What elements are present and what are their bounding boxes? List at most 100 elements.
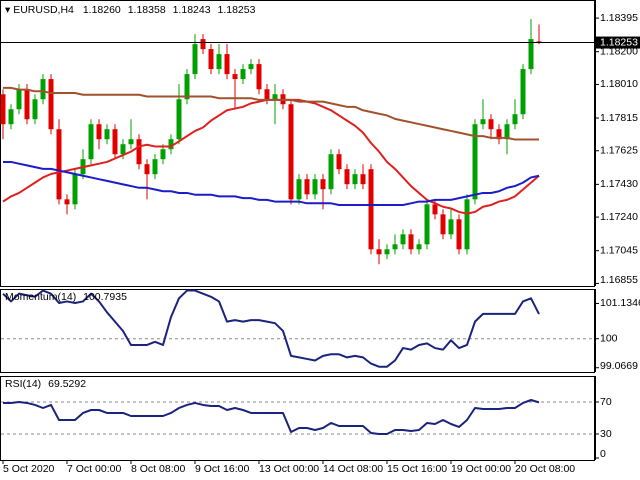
indicator-line (2, 289, 540, 368)
candle-body (296, 179, 302, 200)
momentum-header: Momentum(14) 100.7935 (5, 291, 127, 303)
y-tick-label: 1.17815 (600, 112, 638, 124)
candle-body (288, 104, 294, 200)
candle-body (176, 99, 182, 140)
candle-body (336, 154, 342, 170)
candle-body (128, 139, 134, 145)
candle-body (304, 179, 310, 195)
indicator-value: 100.7935 (83, 291, 127, 303)
candle-body (408, 234, 414, 250)
candle-body (536, 41, 542, 43)
candle-body (240, 69, 246, 80)
candle-body (168, 139, 174, 150)
candle-body (328, 154, 334, 190)
rsi-header: RSI(14) 69.5292 (5, 378, 86, 390)
candle-body (24, 89, 30, 120)
candle-body (88, 124, 94, 160)
candle-body (0, 94, 6, 125)
candle-body (272, 94, 278, 100)
candle-body (528, 39, 534, 70)
y-tick-label: 30 (600, 428, 612, 440)
candle-body (496, 129, 502, 140)
close-label: 1.18253 (217, 4, 255, 16)
candle-body (440, 214, 446, 235)
candle-body (72, 174, 78, 205)
candle-body (16, 89, 22, 110)
current-price-label: 1.18253 (600, 36, 638, 48)
y-tick-label: 1.18010 (600, 78, 638, 90)
indicator-line (3, 399, 540, 435)
candle-body (368, 169, 374, 250)
candle-body (8, 109, 14, 125)
candle-body (64, 199, 70, 205)
y-tick-label: 1.17430 (600, 178, 638, 190)
y-tick-label: 101.1346 (600, 297, 640, 309)
candle-body (256, 64, 262, 90)
x-tick-label: 5 Oct 2020 (3, 463, 55, 475)
y-tick-label: 1.18395 (600, 12, 638, 24)
x-tick-label: 8 Oct 08:00 (131, 463, 185, 475)
x-tick-label: 14 Oct 08:00 (323, 463, 383, 475)
candle-body (120, 144, 126, 155)
y-tick-label: 70 (600, 396, 612, 408)
indicator-line (3, 86, 539, 141)
candle-body (312, 179, 318, 195)
x-tick-label: 7 Oct 00:00 (67, 463, 121, 475)
candle-body (96, 124, 102, 140)
low-label: 1.18243 (173, 4, 211, 16)
candle-body (48, 79, 54, 130)
candle-body (472, 124, 478, 200)
candle-body (216, 54, 222, 70)
high-label: 1.18358 (128, 4, 166, 16)
candle-body (456, 219, 462, 250)
candle-body (112, 129, 118, 155)
symbol-header: ▾ EURUSD,H4 1.18260 1.18358 1.18243 1.18… (5, 4, 256, 16)
candle-body (184, 74, 190, 100)
y-tick-label: 100 (600, 333, 618, 345)
candle-body (392, 244, 398, 250)
candle-body (400, 234, 406, 245)
indicator-title: Momentum(14) (5, 291, 76, 303)
candle-body (248, 64, 254, 70)
symbol: EURUSD,H4 (13, 4, 74, 16)
candle-body (320, 179, 326, 190)
candle-body (376, 249, 382, 255)
candle-body (192, 44, 198, 75)
candle-body (464, 199, 470, 250)
candle-body (56, 129, 62, 200)
x-tick-label: 19 Oct 00:00 (451, 463, 511, 475)
y-tick-label: 99.0669 (600, 360, 638, 372)
candle-body (160, 149, 166, 160)
x-tick-label: 20 Oct 08:00 (515, 463, 575, 475)
current-price-box (596, 36, 640, 49)
candle-body (416, 244, 422, 250)
candle-body (152, 159, 158, 175)
x-tick-label: 15 Oct 16:00 (387, 463, 447, 475)
y-tick-label: 1.16855 (600, 274, 638, 286)
candle-body (488, 119, 494, 130)
candle-body (448, 219, 454, 235)
panel-frame (0, 0, 595, 287)
candle-body (224, 54, 230, 75)
y-tick-label: 1.17625 (600, 145, 638, 157)
candle-body (520, 69, 526, 115)
candle-body (144, 164, 150, 175)
candle-body (504, 124, 510, 140)
candle-body (424, 204, 430, 245)
candle-body (352, 174, 358, 185)
y-tick-label: 1.17240 (600, 211, 638, 223)
candle-body (104, 129, 110, 140)
y-tick-label: 1.17045 (600, 244, 638, 256)
candle-body (200, 39, 206, 50)
x-tick-label: 13 Oct 00:00 (259, 463, 319, 475)
panel-frame (0, 289, 595, 373)
indicator-value: 69.5292 (48, 378, 86, 390)
candle-body (136, 139, 142, 165)
candle-body (32, 99, 38, 120)
candle-body (344, 169, 350, 185)
marks: 1.18253 5 Oct 2020 7 Oct 00:00 8 Oct 08:00 9… (0, 18, 640, 475)
candle-body (264, 89, 270, 100)
candle-body (208, 49, 214, 70)
